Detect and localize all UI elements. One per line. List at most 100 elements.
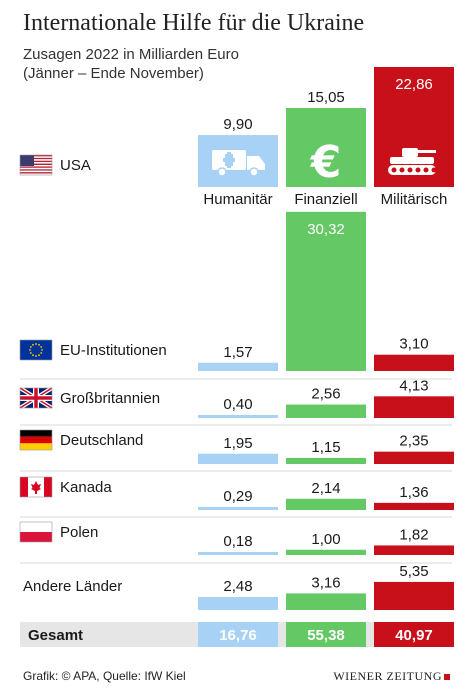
de-flag-band [20, 430, 52, 437]
chart-subtitle: Zusagen 2022 in Milliarden Euro (Jänner … [23, 45, 239, 83]
eu-flag-star [32, 343, 34, 346]
value-label: 1,15 [311, 439, 340, 456]
total-value-label: 55,38 [307, 627, 345, 644]
uk-flag-cross-red [20, 388, 52, 408]
flag-border [19, 154, 53, 176]
us-flag-stripe [20, 169, 52, 171]
tank-icon [388, 148, 437, 175]
eu-flag-star [40, 346, 43, 348]
source-note: Grafik: © APA, Quelle: IfW Kiel [23, 669, 186, 683]
us-flag-stripe [20, 172, 52, 174]
pl-flag-icon [19, 521, 53, 543]
value-label: 1,57 [223, 344, 252, 361]
eu-flag-star [29, 346, 32, 348]
total-value-label: 40,97 [395, 627, 433, 644]
bar [286, 593, 366, 610]
eu-flag-star [35, 343, 37, 345]
us-flag-stripe [20, 166, 52, 168]
flag-border [19, 339, 53, 361]
value-label: 2,35 [399, 433, 428, 450]
ambulance-wheel [249, 167, 259, 177]
bar [198, 453, 278, 464]
bar [286, 107, 366, 187]
bar [286, 457, 366, 464]
value-label: 2,14 [311, 480, 340, 497]
bar [374, 354, 454, 371]
eu-flag-field [20, 340, 52, 360]
us-flag-stripe [20, 163, 52, 165]
bar [374, 451, 454, 464]
value-label: 22,86 [395, 76, 433, 93]
bar [374, 545, 454, 555]
category-label: Humanitär [203, 191, 272, 208]
us-flag-stripe [20, 160, 52, 163]
tank-wheel [399, 167, 405, 173]
publisher-logo: WIENER ZEITUNG [333, 669, 450, 684]
value-label: 1,36 [399, 484, 428, 501]
subtitle-line-1: Zusagen 2022 in Milliarden Euro [23, 46, 239, 63]
bar [374, 502, 454, 510]
eu-flag-star [41, 349, 43, 351]
tank-turret [402, 148, 418, 157]
value-label: 0,29 [223, 488, 252, 505]
value-label: 3,10 [399, 336, 428, 353]
eu-flag-icon [19, 339, 53, 361]
tank-barrel [408, 150, 436, 153]
de-flag-icon [19, 429, 53, 451]
total-bar [198, 622, 278, 647]
de-flag-band [20, 436, 52, 444]
tank-wheel [423, 167, 429, 173]
flag-border [19, 476, 53, 498]
us-flag-stripe [20, 157, 52, 160]
subtitle-line-2: (Jänner – Ende November) [23, 65, 204, 82]
flag-border [19, 429, 53, 451]
eu-flag-star [29, 352, 32, 354]
ambulance-wheel [217, 167, 227, 177]
ca-flag-band [20, 477, 28, 497]
row-label: Polen [60, 524, 98, 541]
eu-flag-star [32, 354, 34, 357]
value-label: 1,95 [223, 435, 252, 452]
ambulance-cab [247, 156, 265, 170]
category-label: Finanziell [294, 191, 357, 208]
value-label: 2,56 [311, 386, 340, 403]
pl-flag-band [20, 522, 52, 532]
us-flag-stripe [20, 165, 52, 167]
value-label: 1,82 [399, 526, 428, 543]
us-flag-stripe [20, 167, 52, 170]
eu-flag-star [38, 354, 40, 357]
total-value-label: 16,76 [219, 627, 257, 644]
bar [198, 362, 278, 371]
bar [286, 404, 366, 418]
tank-hull [390, 157, 434, 164]
value-label: 30,32 [307, 221, 345, 238]
total-label: Gesamt [28, 627, 83, 644]
bar [198, 415, 278, 418]
ca-flag-leaf [31, 481, 41, 494]
tank-wheel [431, 167, 437, 173]
category-label: Militärisch [381, 191, 448, 208]
ca-flag-band [44, 477, 52, 497]
tank-wheel [391, 167, 397, 173]
us-flag-icon [19, 154, 53, 176]
us-flag-stripe [20, 155, 52, 157]
value-label: 9,90 [223, 116, 252, 133]
us-flag-stripe [20, 162, 52, 164]
row-label: Andere Länder [23, 578, 122, 595]
chart-title: Internationale Hilfe für die Ukraine [23, 10, 365, 36]
eu-flag-star [40, 352, 43, 354]
value-label: 15,05 [307, 89, 345, 106]
ca-flag-icon [19, 476, 53, 498]
euro-symbol: € [310, 137, 342, 188]
publisher-logo-text: WIENER ZEITUNG [333, 669, 442, 683]
uk-flag-icon [18, 386, 54, 410]
total-bar [374, 622, 454, 647]
euro-icon: € [310, 137, 342, 188]
us-flag-stripe [20, 173, 52, 175]
bar [198, 552, 278, 555]
value-label: 2,48 [223, 578, 252, 595]
value-label: 0,18 [223, 533, 252, 550]
bar [374, 396, 454, 418]
bar [374, 581, 454, 610]
eu-flag-star [38, 343, 40, 346]
